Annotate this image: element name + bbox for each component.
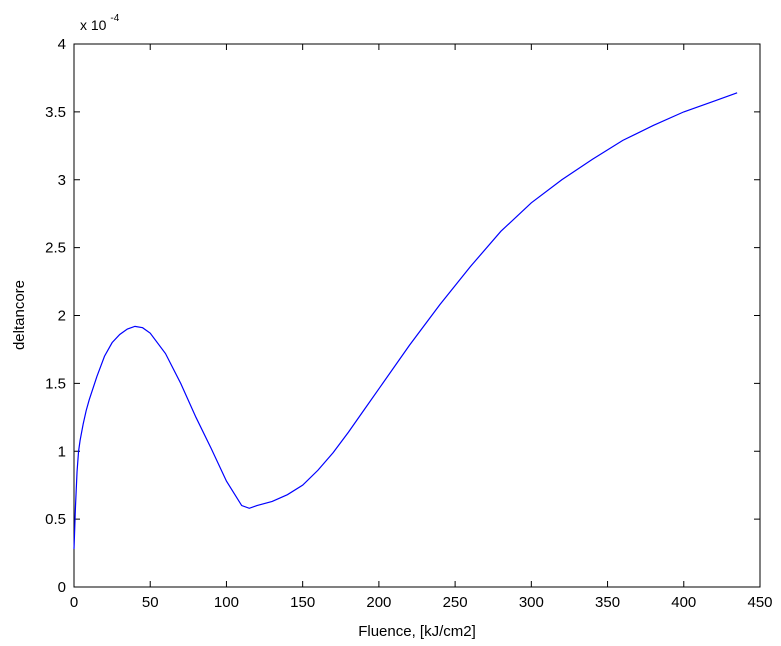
y-tick-label: 3 <box>58 172 66 189</box>
x-tick-label: 350 <box>595 594 620 611</box>
x-tick-label: 150 <box>290 594 315 611</box>
data-series-line <box>73 92 738 550</box>
y-tick-label: 2.5 <box>45 240 66 257</box>
y-tick-label: 2 <box>58 308 66 325</box>
y-tick-label: 0 <box>58 579 66 596</box>
y-exponent-power: -4 <box>110 13 119 24</box>
x-tick-label: 100 <box>214 594 239 611</box>
y-tick-label: 1.5 <box>45 375 66 392</box>
y-exponent-base: x 10 <box>80 17 107 33</box>
y-tick-label: 4 <box>58 36 66 53</box>
axis-ticks <box>73 43 761 588</box>
y-exponent-label: x 10 -4 <box>80 13 120 33</box>
y-axis-title: deltancore <box>11 280 28 350</box>
x-tick-label: 400 <box>671 594 696 611</box>
x-tick-label: 0 <box>70 594 78 611</box>
x-tick-label: 50 <box>142 594 159 611</box>
x-tick-label: 200 <box>366 594 391 611</box>
x-tick-label: 450 <box>747 594 772 611</box>
y-tick-label: 3.5 <box>45 104 66 121</box>
y-tick-labels: 0 0.5 1 1.5 2 2.5 3 3.5 4 <box>45 36 66 596</box>
x-tick-labels: 0 50 100 150 200 250 300 350 400 450 <box>70 594 773 611</box>
x-tick-label: 300 <box>519 594 544 611</box>
plot-area <box>73 43 761 588</box>
y-tick-label: 1 <box>58 443 66 460</box>
x-axis-title: Fluence, [kJ/cm2] <box>358 623 476 640</box>
x-tick-label: 250 <box>443 594 468 611</box>
y-tick-label: 0.5 <box>45 511 66 528</box>
